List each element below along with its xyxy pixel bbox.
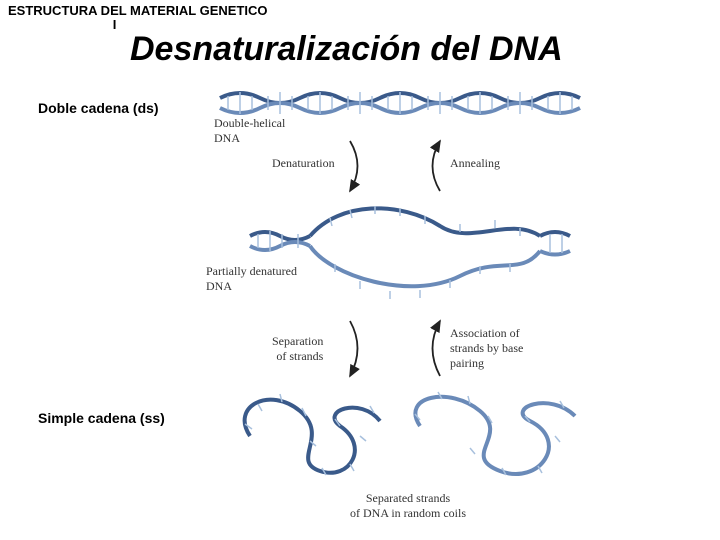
stage1-caption: Double-helical DNA (214, 116, 285, 146)
stage1-caption-l1: Double-helical (214, 116, 285, 130)
stage2-caption: Partially denatured DNA (206, 264, 297, 294)
label-single-strand: Simple cadena (ss) (38, 410, 165, 426)
dna-denaturation-figure: Double-helical DNA Denaturation Annealin… (210, 86, 620, 526)
stage3-caption: Separated strands of DNA in random coils (350, 491, 466, 521)
arrow2-left-l2: of strands (276, 349, 323, 363)
arrow2-left-l1: Separation (272, 334, 323, 348)
stage2-caption-l1: Partially denatured (206, 264, 297, 278)
slide-header: ESTRUCTURA DEL MATERIAL GENETICO I (8, 4, 268, 33)
dna-diagram-svg (210, 86, 620, 526)
association-arrow-icon (433, 321, 441, 376)
arrow2-right-caption: Association of strands by base pairing (450, 326, 523, 371)
header-line2: I (113, 17, 117, 32)
arrow1-left-caption: Denaturation (272, 156, 335, 171)
page-title: Desnaturalización del DNA (130, 30, 563, 69)
arrow1-right-caption: Annealing (450, 156, 500, 171)
separation-arrow-icon (350, 321, 358, 376)
header-line1: ESTRUCTURA DEL MATERIAL GENETICO (8, 3, 268, 18)
arrow2-right-l1: Association of (450, 326, 520, 340)
stage2-caption-l2: DNA (206, 279, 232, 293)
stage3-caption-l2a: of DNA (350, 506, 388, 520)
partially-denatured-icon (250, 206, 570, 299)
stage3-caption-l1: Separated strands (366, 491, 450, 505)
annealing-arrow-icon (433, 141, 441, 191)
double-helix-icon (220, 92, 580, 114)
arrow2-right-l3: pairing (450, 356, 484, 370)
label-double-strand: Doble cadena (ds) (38, 100, 159, 116)
arrow2-left-caption: Separation of strands (272, 334, 323, 364)
stage3-caption-l2b: in random coils (388, 506, 466, 520)
denaturation-arrow-icon (350, 141, 358, 191)
stage1-caption-l2: DNA (214, 131, 240, 145)
arrow2-right-l2: strands by base (450, 341, 523, 355)
separated-strands-icon (245, 392, 575, 475)
